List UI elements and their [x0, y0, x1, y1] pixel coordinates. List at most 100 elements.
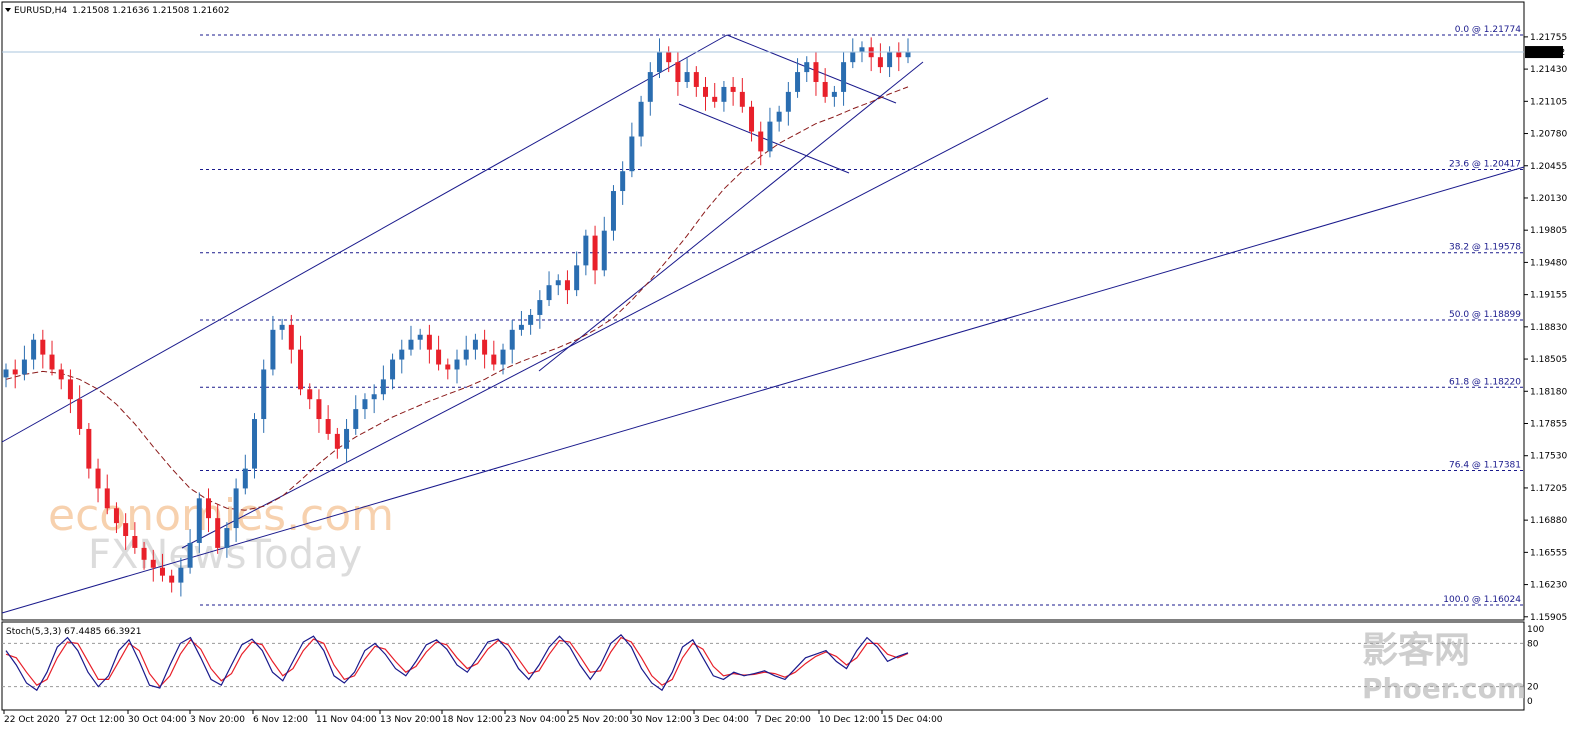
candle-body: [703, 86, 709, 97]
time-tick-label: 15 Dec 04:00: [882, 715, 943, 725]
candle-body: [813, 62, 819, 82]
candle-body: [205, 498, 211, 519]
candle-body: [224, 528, 230, 548]
candle-body: [463, 349, 469, 360]
candle-body: [288, 324, 294, 350]
candle-body: [749, 106, 755, 132]
trend-line: [1, 34, 728, 443]
candle-body: [123, 523, 129, 537]
candle-body: [482, 339, 488, 355]
time-tick-label: 22 Oct 2020: [4, 715, 60, 725]
candle-body: [49, 354, 55, 370]
candle-body: [776, 111, 782, 122]
candle-body: [344, 428, 350, 449]
candle-body: [31, 339, 37, 360]
candle-body: [298, 349, 304, 390]
stoch-axis-label: 0: [1527, 697, 1533, 707]
price-tick-label: 1.17530: [1530, 452, 1567, 462]
fib-label: 38.2 @ 1.19578: [1449, 243, 1521, 253]
time-tick-label: 23 Nov 04:00: [505, 715, 566, 725]
time-tick-label: 10 Dec 12:00: [819, 715, 880, 725]
fib-label: 76.4 @ 1.17381: [1449, 460, 1521, 470]
candle-body: [77, 399, 83, 429]
candle-body: [583, 235, 589, 266]
candle-body: [620, 171, 626, 192]
price-tick-label: 1.20455: [1530, 162, 1567, 172]
price-tick-label: 1.18505: [1530, 355, 1567, 365]
candle-body: [537, 300, 543, 315]
candle-body: [150, 559, 156, 568]
fib-label: 23.6 @ 1.20417: [1449, 160, 1521, 170]
candle-body: [445, 364, 451, 370]
candle-body: [132, 536, 138, 548]
stoch-axis-label: 20: [1527, 683, 1539, 693]
candle-body: [592, 235, 598, 271]
price-tick-label: 1.19155: [1530, 291, 1567, 301]
candle-body: [362, 399, 368, 410]
price-tick-label: 1.19480: [1530, 258, 1567, 268]
stoch-axis-label: 100: [1527, 625, 1544, 635]
candle-body: [242, 468, 248, 489]
candle-body: [647, 72, 653, 102]
time-axis: 22 Oct 2020 27 Oct 12:00 30 Oct 04:00 3 Nov…: [3, 710, 943, 725]
trend-line: [1, 166, 1525, 614]
price-tick-label: 1.21430: [1530, 65, 1567, 75]
price-tick-label: 1.21755: [1530, 33, 1567, 43]
time-tick-label: 11 Nov 04:00: [316, 715, 377, 725]
time-tick-label: 30 Oct 04:00: [128, 715, 187, 725]
trend-line: [678, 103, 850, 174]
chart-ohlc: 1.21508 1.21636 1.21508 1.21602: [72, 6, 229, 16]
stoch-signal-line: [5, 636, 909, 688]
candle-body: [307, 389, 313, 400]
price-tick-label: 1.18830: [1530, 323, 1567, 333]
candle-body: [684, 72, 690, 82]
current-price-tag: [1525, 46, 1563, 59]
candle-body: [12, 369, 18, 375]
candle-body: [758, 131, 764, 152]
candle-body: [693, 72, 699, 87]
candle-body: [178, 567, 184, 583]
candle-body: [841, 62, 847, 92]
candle-body: [159, 567, 165, 576]
candle-body: [261, 369, 267, 420]
time-tick-label: 13 Nov 20:00: [380, 715, 441, 725]
trend-line: [726, 34, 897, 104]
candle-body: [233, 488, 239, 529]
candle-body: [730, 86, 736, 92]
candle-body: [721, 86, 727, 102]
fib-label: 61.8 @ 1.18220: [1449, 377, 1521, 387]
candle-body: [509, 329, 515, 350]
time-tick-label: 30 Nov 12:00: [631, 715, 692, 725]
candle-body: [316, 399, 322, 420]
candle-body: [325, 419, 331, 434]
candles: [3, 37, 911, 597]
stochastic-oscillator: 100 80 20 0: [2, 625, 1544, 707]
candle-body: [196, 498, 202, 543]
trend-line: [181, 97, 1049, 549]
stoch-title: Stoch(5,3,3) 67.4485 66.3921: [6, 627, 141, 637]
candle-body: [390, 359, 396, 380]
time-tick-label: 3 Dec 04:00: [694, 715, 749, 725]
candle-body: [629, 136, 635, 172]
candle-body: [822, 81, 828, 97]
chart-symbol: EURUSD,H4: [14, 6, 67, 16]
price-tick-label: 1.19805: [1530, 226, 1567, 236]
candle-body: [215, 518, 221, 548]
candle-body: [187, 542, 193, 568]
candle-body: [491, 354, 497, 365]
candle-body: [371, 394, 377, 400]
candle-body: [104, 488, 110, 509]
candle-body: [472, 339, 478, 350]
candle-body: [3, 369, 9, 378]
candle-body: [58, 369, 64, 380]
candle-body: [739, 91, 745, 107]
dropdown-arrow-icon[interactable]: [5, 8, 11, 12]
candle-body: [252, 419, 258, 469]
fib-label: 50.0 @ 1.18899: [1449, 310, 1521, 320]
candle-body: [896, 52, 902, 58]
price-tick-label: 1.16555: [1530, 548, 1567, 558]
price-tick-label: 1.20130: [1530, 194, 1567, 204]
candle-body: [666, 52, 672, 63]
candle-body: [610, 191, 616, 231]
